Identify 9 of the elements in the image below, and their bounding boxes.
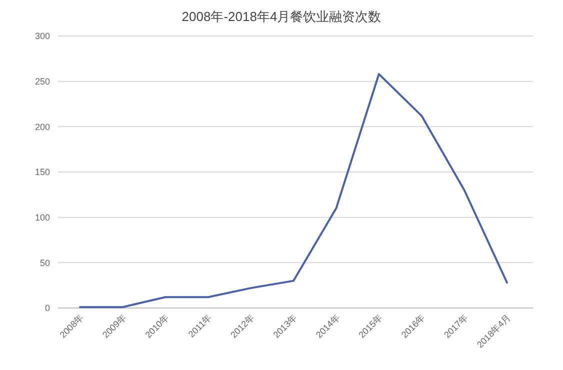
y-tick-label: 300 (34, 31, 50, 42)
chart-title: 2008年-2018年4月餐饮业融资次数 (182, 9, 382, 24)
y-tick-label: 50 (40, 258, 50, 268)
y-tick-label: 100 (34, 212, 50, 222)
y-tick-label: 200 (34, 122, 50, 132)
y-tick-label: 250 (34, 76, 50, 86)
y-tick-label: 150 (34, 167, 50, 178)
y-tick-label: 0 (44, 303, 50, 314)
line-series (79, 73, 508, 308)
